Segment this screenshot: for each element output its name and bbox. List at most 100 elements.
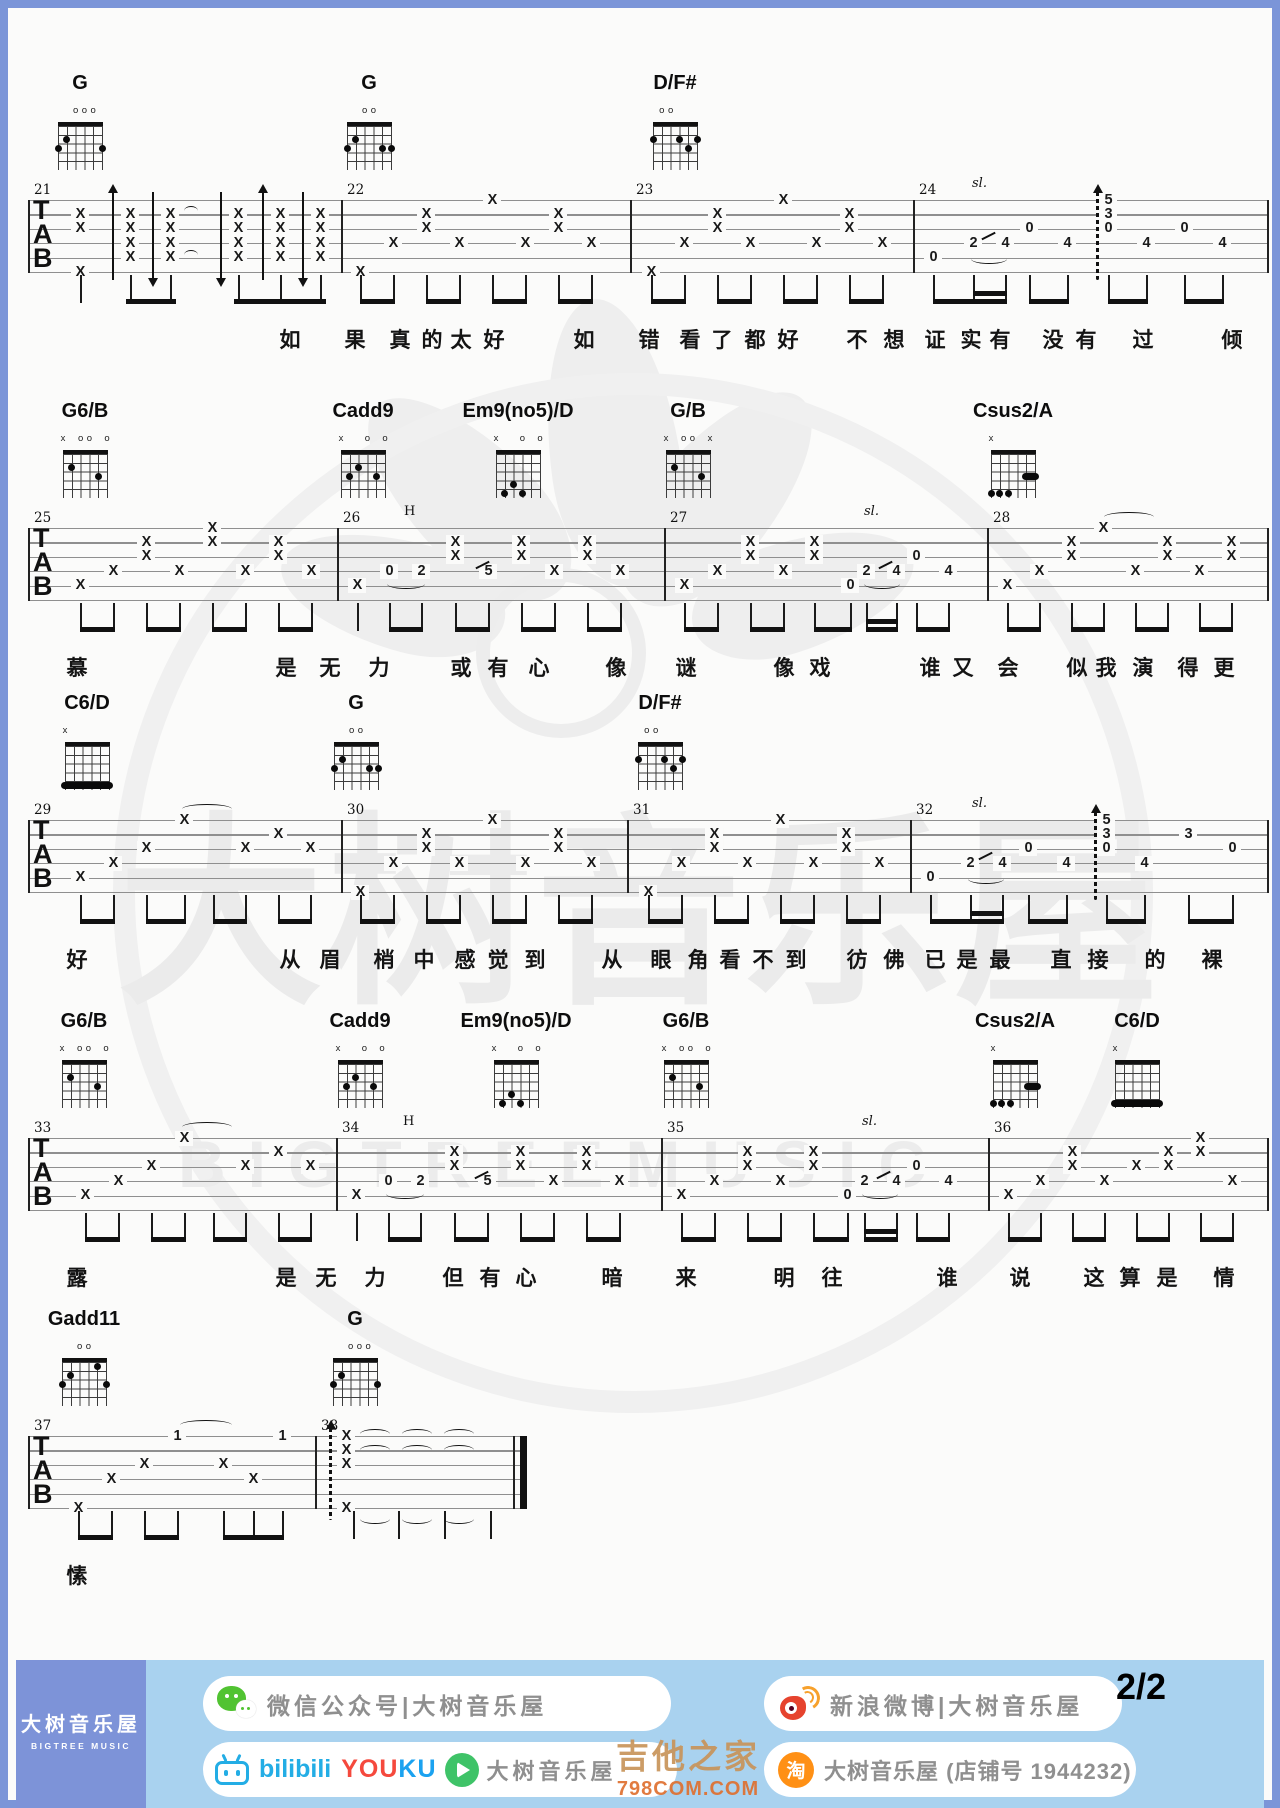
chord-string-marker: o	[348, 725, 355, 736]
note-stem	[151, 1213, 153, 1241]
tab-note: X	[1158, 534, 1176, 550]
beam	[849, 299, 884, 304]
beam	[146, 627, 181, 632]
chord-string-marker: o	[76, 1341, 83, 1352]
beam	[1028, 919, 1068, 924]
note-stem	[282, 1511, 284, 1539]
chord-dot	[369, 1082, 377, 1090]
tab-note: X	[229, 235, 247, 251]
measure-number: 35	[667, 1120, 685, 1136]
chord-dot	[684, 144, 692, 152]
tab-note: X	[708, 563, 726, 579]
tab-note: X	[840, 206, 858, 222]
tab-note: X	[511, 1144, 529, 1160]
staff-line	[28, 1181, 1267, 1183]
tab-note: X	[873, 235, 891, 251]
chord-string-marker: x	[988, 433, 994, 444]
beam	[521, 627, 556, 632]
lyric-syllable: 从	[279, 949, 301, 972]
note-stem	[1231, 603, 1233, 631]
beam	[278, 1237, 312, 1242]
tab-note: X	[311, 235, 329, 251]
beam	[684, 627, 719, 632]
lyric-syllable: 或	[450, 657, 472, 680]
lyric-syllable: 到	[524, 949, 546, 972]
note-stem	[1167, 603, 1169, 631]
brand-subtitle: BIGTREE MUSIC	[30, 1741, 132, 1751]
tab-note: 2	[961, 855, 979, 871]
tab-note: X	[483, 812, 501, 828]
note-stem	[1232, 895, 1234, 923]
tab-note: X	[837, 826, 855, 842]
video-label: 大树音乐屋	[486, 1758, 617, 1784]
chord-string-marker: x	[60, 433, 66, 444]
staff-line	[28, 1166, 1267, 1169]
tab-note: 0	[841, 578, 859, 594]
beam	[1008, 1237, 1042, 1242]
chord-dot	[58, 1380, 66, 1388]
chord-dot	[508, 1091, 516, 1099]
lyric-syllable: 最	[989, 949, 1011, 972]
note-stem	[253, 1511, 255, 1539]
lyric-syllable: 彷	[846, 949, 868, 972]
chord-string-marker: x	[990, 1043, 996, 1054]
note-stem	[111, 1511, 113, 1539]
tab-note: X	[738, 1144, 756, 1160]
tab-note: X	[610, 1173, 628, 1189]
tab-note: X	[337, 1442, 355, 1458]
barline	[1267, 200, 1269, 273]
chord-dot	[996, 490, 1004, 498]
measure-number: 32	[916, 802, 934, 818]
barline	[336, 1138, 338, 1211]
chord-dot	[1007, 1100, 1015, 1108]
lyric-syllable: 实	[960, 329, 982, 352]
chord-string-marker: x	[335, 1043, 341, 1054]
lyric-syllable: 似	[1066, 657, 1088, 680]
staff-line	[28, 1493, 527, 1495]
tab-note: X	[236, 841, 254, 857]
tab-note: X	[229, 206, 247, 222]
chord-name: G	[361, 72, 377, 94]
tab-note: X	[161, 221, 179, 237]
tab-note: X	[102, 1471, 120, 1487]
chord-name: D/F#	[638, 692, 682, 714]
chord-string-marker: x	[493, 433, 499, 444]
note-stem	[426, 275, 428, 303]
strum-down-icon	[216, 278, 226, 287]
note-stem	[459, 895, 461, 923]
lyric-syllable: 往	[821, 1267, 843, 1290]
lyric-syllable: 谜	[675, 657, 697, 680]
chord-dot	[649, 135, 657, 143]
beam	[1135, 627, 1169, 632]
bilibili-label: bilibili	[259, 1755, 332, 1783]
lyric-syllable: 接	[1087, 949, 1109, 972]
tie-arc-under	[402, 1514, 432, 1524]
chord-dot	[671, 463, 679, 471]
beam	[916, 627, 950, 632]
chord-dot	[352, 1073, 360, 1081]
tab-note: 1	[273, 1428, 291, 1444]
tab-note: 1	[168, 1428, 186, 1444]
beam	[866, 627, 898, 632]
barline	[987, 528, 989, 601]
chord-string-marker: o	[103, 1043, 109, 1054]
beam	[388, 1237, 422, 1242]
note-stem	[212, 603, 214, 631]
staff-line	[28, 1450, 527, 1452]
beam	[1136, 1237, 1170, 1242]
beam	[681, 1237, 716, 1242]
beam	[1200, 1237, 1234, 1242]
note-stem	[586, 1213, 588, 1241]
note-stem	[1168, 1213, 1170, 1241]
staff-line	[28, 1138, 1267, 1140]
tab-note: X	[71, 206, 89, 222]
tab-clef: A	[33, 1157, 53, 1187]
note-stem	[846, 895, 848, 923]
tab-clef: T	[33, 523, 50, 553]
measure-number: 31	[633, 802, 651, 818]
tab-note: X	[549, 221, 567, 237]
tab-note: X	[578, 549, 596, 565]
chord-dot	[98, 144, 106, 152]
note-stem	[398, 1511, 400, 1539]
chord-name: G6/B	[60, 1010, 108, 1032]
